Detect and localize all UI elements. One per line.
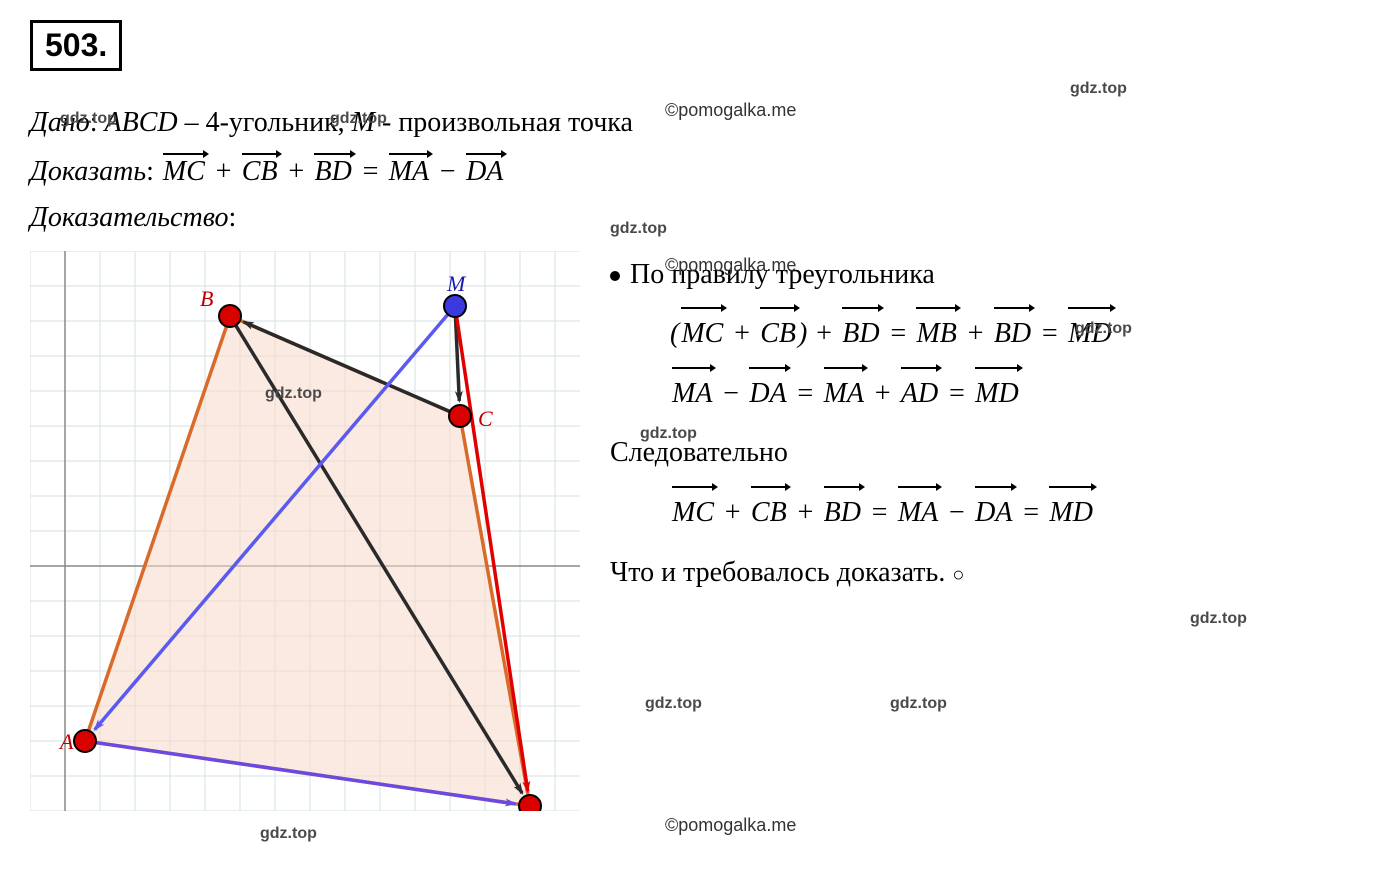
proof-body: По правилу треугольника (MC + CB) + BD =… [610,251,1370,597]
qed-line: Что и требовалось доказать. ○ [610,549,1370,597]
vec-ma: MA [389,156,429,188]
triangle-rule: По правилу треугольника [630,259,935,290]
bullet-icon [610,271,620,281]
vec-da: DA [466,156,503,188]
given-label: Дано [30,107,90,138]
given-line: Дано: ABCD – 4-угольник, M - произвольна… [30,101,1370,146]
prove-label: Доказать [30,156,146,187]
svg-text:C: C [478,406,493,431]
vec-bd: BD [314,156,351,188]
proof-label-line: Доказательство: [30,196,1370,241]
svg-text:A: A [58,729,74,754]
vec-mc: MC [163,156,205,188]
equation-2: MA − DA = MA + AD = MD [670,370,1370,418]
watermark-gdz: gdz.top [1070,80,1127,98]
equation-3: MC + CB + BD = MA − DA = MD [670,489,1370,537]
svg-text:M: M [446,271,467,296]
given-quad: ABCD [105,107,178,138]
proof-label: Доказательство [30,202,228,233]
vec-cb: CB [242,156,278,188]
watermark-gdz: gdz.top [260,825,317,843]
svg-text:B: B [200,286,213,311]
given-point: M [352,107,375,138]
equation-1: (MC + CB) + BD = MB + BD = MD [670,310,1370,358]
prove-line: Доказать: MC + CB + BD = MA − DA [30,156,1370,188]
vector-diagram: ABCDM [30,251,580,816]
problem-number: 503. [30,20,122,71]
therefore-text: Следовательно [610,429,1370,477]
watermark-pomogalka: ©pomogalka.me [665,815,796,836]
